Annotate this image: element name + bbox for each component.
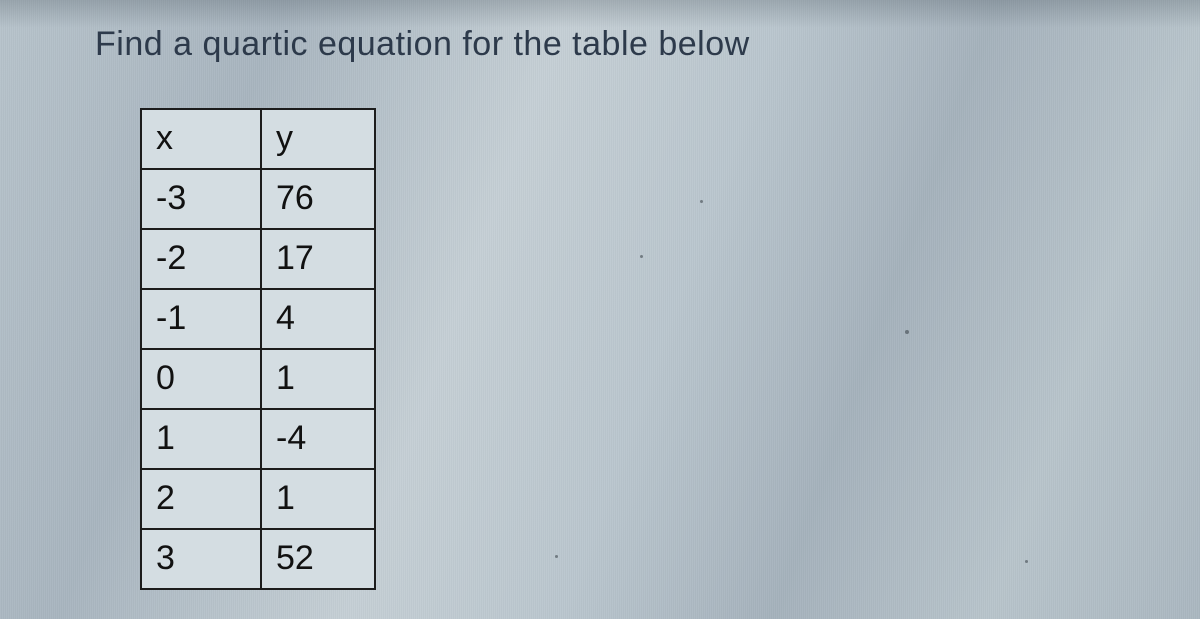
cell-x: -2: [141, 229, 261, 289]
cell-y: 1: [261, 469, 375, 529]
table-header-row: x y: [141, 109, 375, 169]
question-prompt: Find a quartic equation for the table be…: [95, 25, 750, 64]
table-row: -1 4: [141, 289, 375, 349]
cell-y: 4: [261, 289, 375, 349]
table-row: -2 17: [141, 229, 375, 289]
table-row: -3 76: [141, 169, 375, 229]
table-row: 3 52: [141, 529, 375, 589]
col-header-y: y: [261, 109, 375, 169]
data-table: x y -3 76 -2 17 -1 4 0 1 1 -4 2 1 3 52: [140, 108, 376, 590]
cell-x: -3: [141, 169, 261, 229]
cell-y: -4: [261, 409, 375, 469]
speck: [700, 200, 703, 203]
speck: [555, 555, 558, 558]
speck: [1025, 560, 1028, 563]
col-header-x: x: [141, 109, 261, 169]
cell-y: 1: [261, 349, 375, 409]
cell-x: -1: [141, 289, 261, 349]
cell-y: 52: [261, 529, 375, 589]
table-row: 1 -4: [141, 409, 375, 469]
cell-x: 2: [141, 469, 261, 529]
speck: [905, 330, 909, 334]
table-row: 2 1: [141, 469, 375, 529]
cell-y: 76: [261, 169, 375, 229]
cell-x: 1: [141, 409, 261, 469]
cell-y: 17: [261, 229, 375, 289]
data-table-container: x y -3 76 -2 17 -1 4 0 1 1 -4 2 1 3 52: [140, 108, 376, 590]
speck: [640, 255, 643, 258]
table-row: 0 1: [141, 349, 375, 409]
cell-x: 0: [141, 349, 261, 409]
cell-x: 3: [141, 529, 261, 589]
